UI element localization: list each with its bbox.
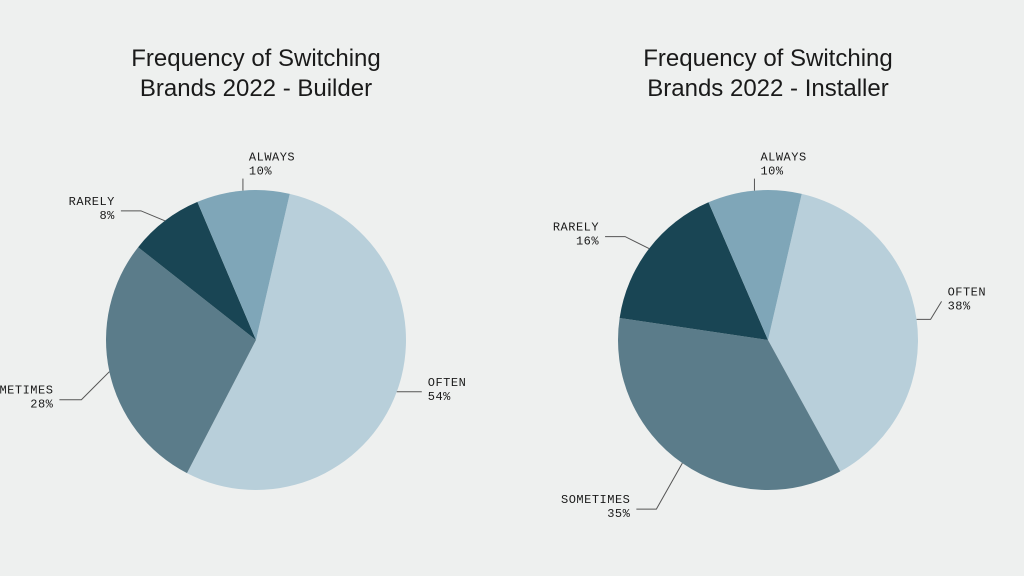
- panel-installer: Frequency of Switching Brands 2022 - Ins…: [512, 0, 1024, 576]
- slice-label-often: OFTEN: [948, 285, 987, 299]
- pie-chart-installer: OFTEN38% SOMETIMES35% RARELY16% ALWAYS10%: [512, 0, 1024, 576]
- chart-canvas: Frequency of Switching Brands 2022 - Bui…: [0, 0, 1024, 576]
- slice-label-sometimes: SOMETIMES: [561, 493, 630, 507]
- slice-label-always: ALWAYS: [249, 151, 295, 165]
- slice-label-always: ALWAYS: [760, 151, 806, 165]
- pie-chart-builder: OFTEN54% SOMETIMES28% RARELY8% ALWAYS10%: [0, 0, 512, 576]
- slice-value-always: 10%: [760, 165, 783, 179]
- slice-value-sometimes: 28%: [30, 398, 53, 412]
- leader-line: [121, 211, 165, 221]
- slice-value-often: 54%: [428, 390, 451, 404]
- slice-value-rarely: 16%: [576, 235, 599, 249]
- slice-value-sometimes: 35%: [607, 507, 630, 521]
- panel-builder: Frequency of Switching Brands 2022 - Bui…: [0, 0, 512, 576]
- slice-value-often: 38%: [948, 299, 971, 313]
- leader-line: [917, 301, 942, 319]
- slice-label-often: OFTEN: [428, 376, 467, 390]
- leader-line: [605, 237, 649, 249]
- slice-value-always: 10%: [249, 165, 272, 179]
- leader-line: [59, 372, 109, 400]
- slice-label-sometimes: SOMETIMES: [0, 384, 53, 398]
- slice-value-rarely: 8%: [99, 209, 115, 223]
- slice-label-rarely: RARELY: [69, 195, 115, 209]
- slice-label-rarely: RARELY: [553, 221, 599, 235]
- leader-line: [636, 463, 682, 509]
